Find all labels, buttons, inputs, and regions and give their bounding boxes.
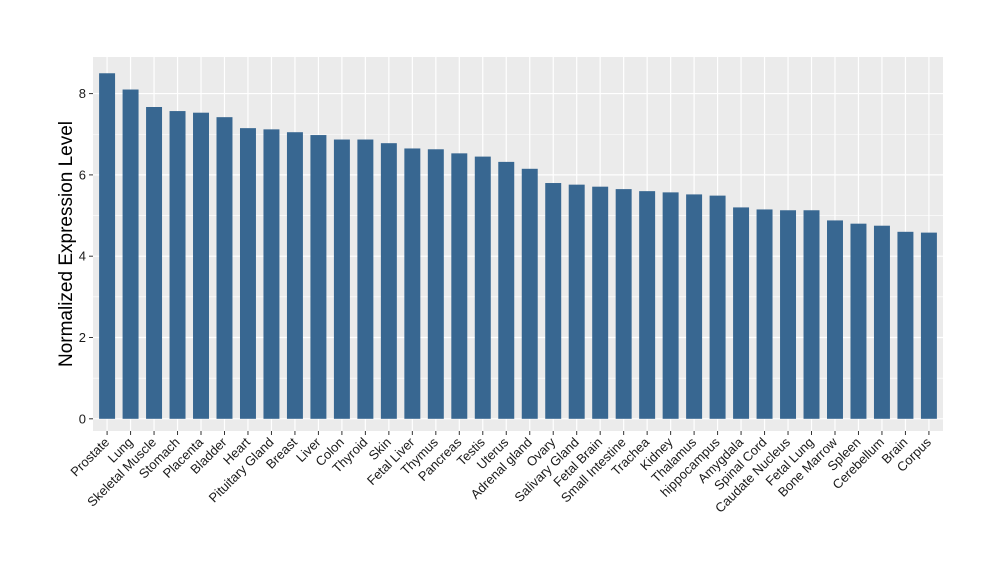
y-tick-label: 8 [79,86,86,101]
y-tick-label: 6 [79,167,86,182]
bar [545,183,562,419]
bar [146,107,163,419]
bar [310,135,327,419]
bar [920,232,937,419]
bar [662,192,679,419]
bar [756,209,773,419]
bar [827,220,843,419]
y-axis: 0 2 4 6 8 [79,86,93,426]
plot-panel [93,57,943,431]
bar [709,195,726,419]
bar [427,149,444,419]
bars [99,73,937,419]
y-axis-label: Normalized Expression Level [56,121,77,367]
y-tick-label: 4 [79,249,86,264]
bar [873,225,890,419]
bar [451,153,468,419]
bar [521,168,538,419]
bar [380,143,397,419]
bar [568,184,585,419]
bar [357,139,374,419]
bar [286,132,303,419]
bar [897,231,914,419]
y-tick-label: 2 [79,330,86,345]
bar [850,223,867,419]
bar [193,112,209,419]
grid-minor [93,133,943,379]
bar [404,148,421,419]
bar [803,210,820,419]
bar [216,117,233,419]
bar [780,210,797,419]
bar [498,161,515,419]
bar [686,194,703,419]
bar [474,156,491,419]
bar [333,139,350,419]
bar [122,89,139,419]
bar [99,73,116,419]
bar [263,129,280,419]
bar [733,207,750,419]
bar [639,191,656,419]
bar [615,189,632,419]
bar [592,186,609,419]
bar [169,111,186,419]
bar [239,128,256,419]
y-tick-label: 0 [79,411,86,426]
